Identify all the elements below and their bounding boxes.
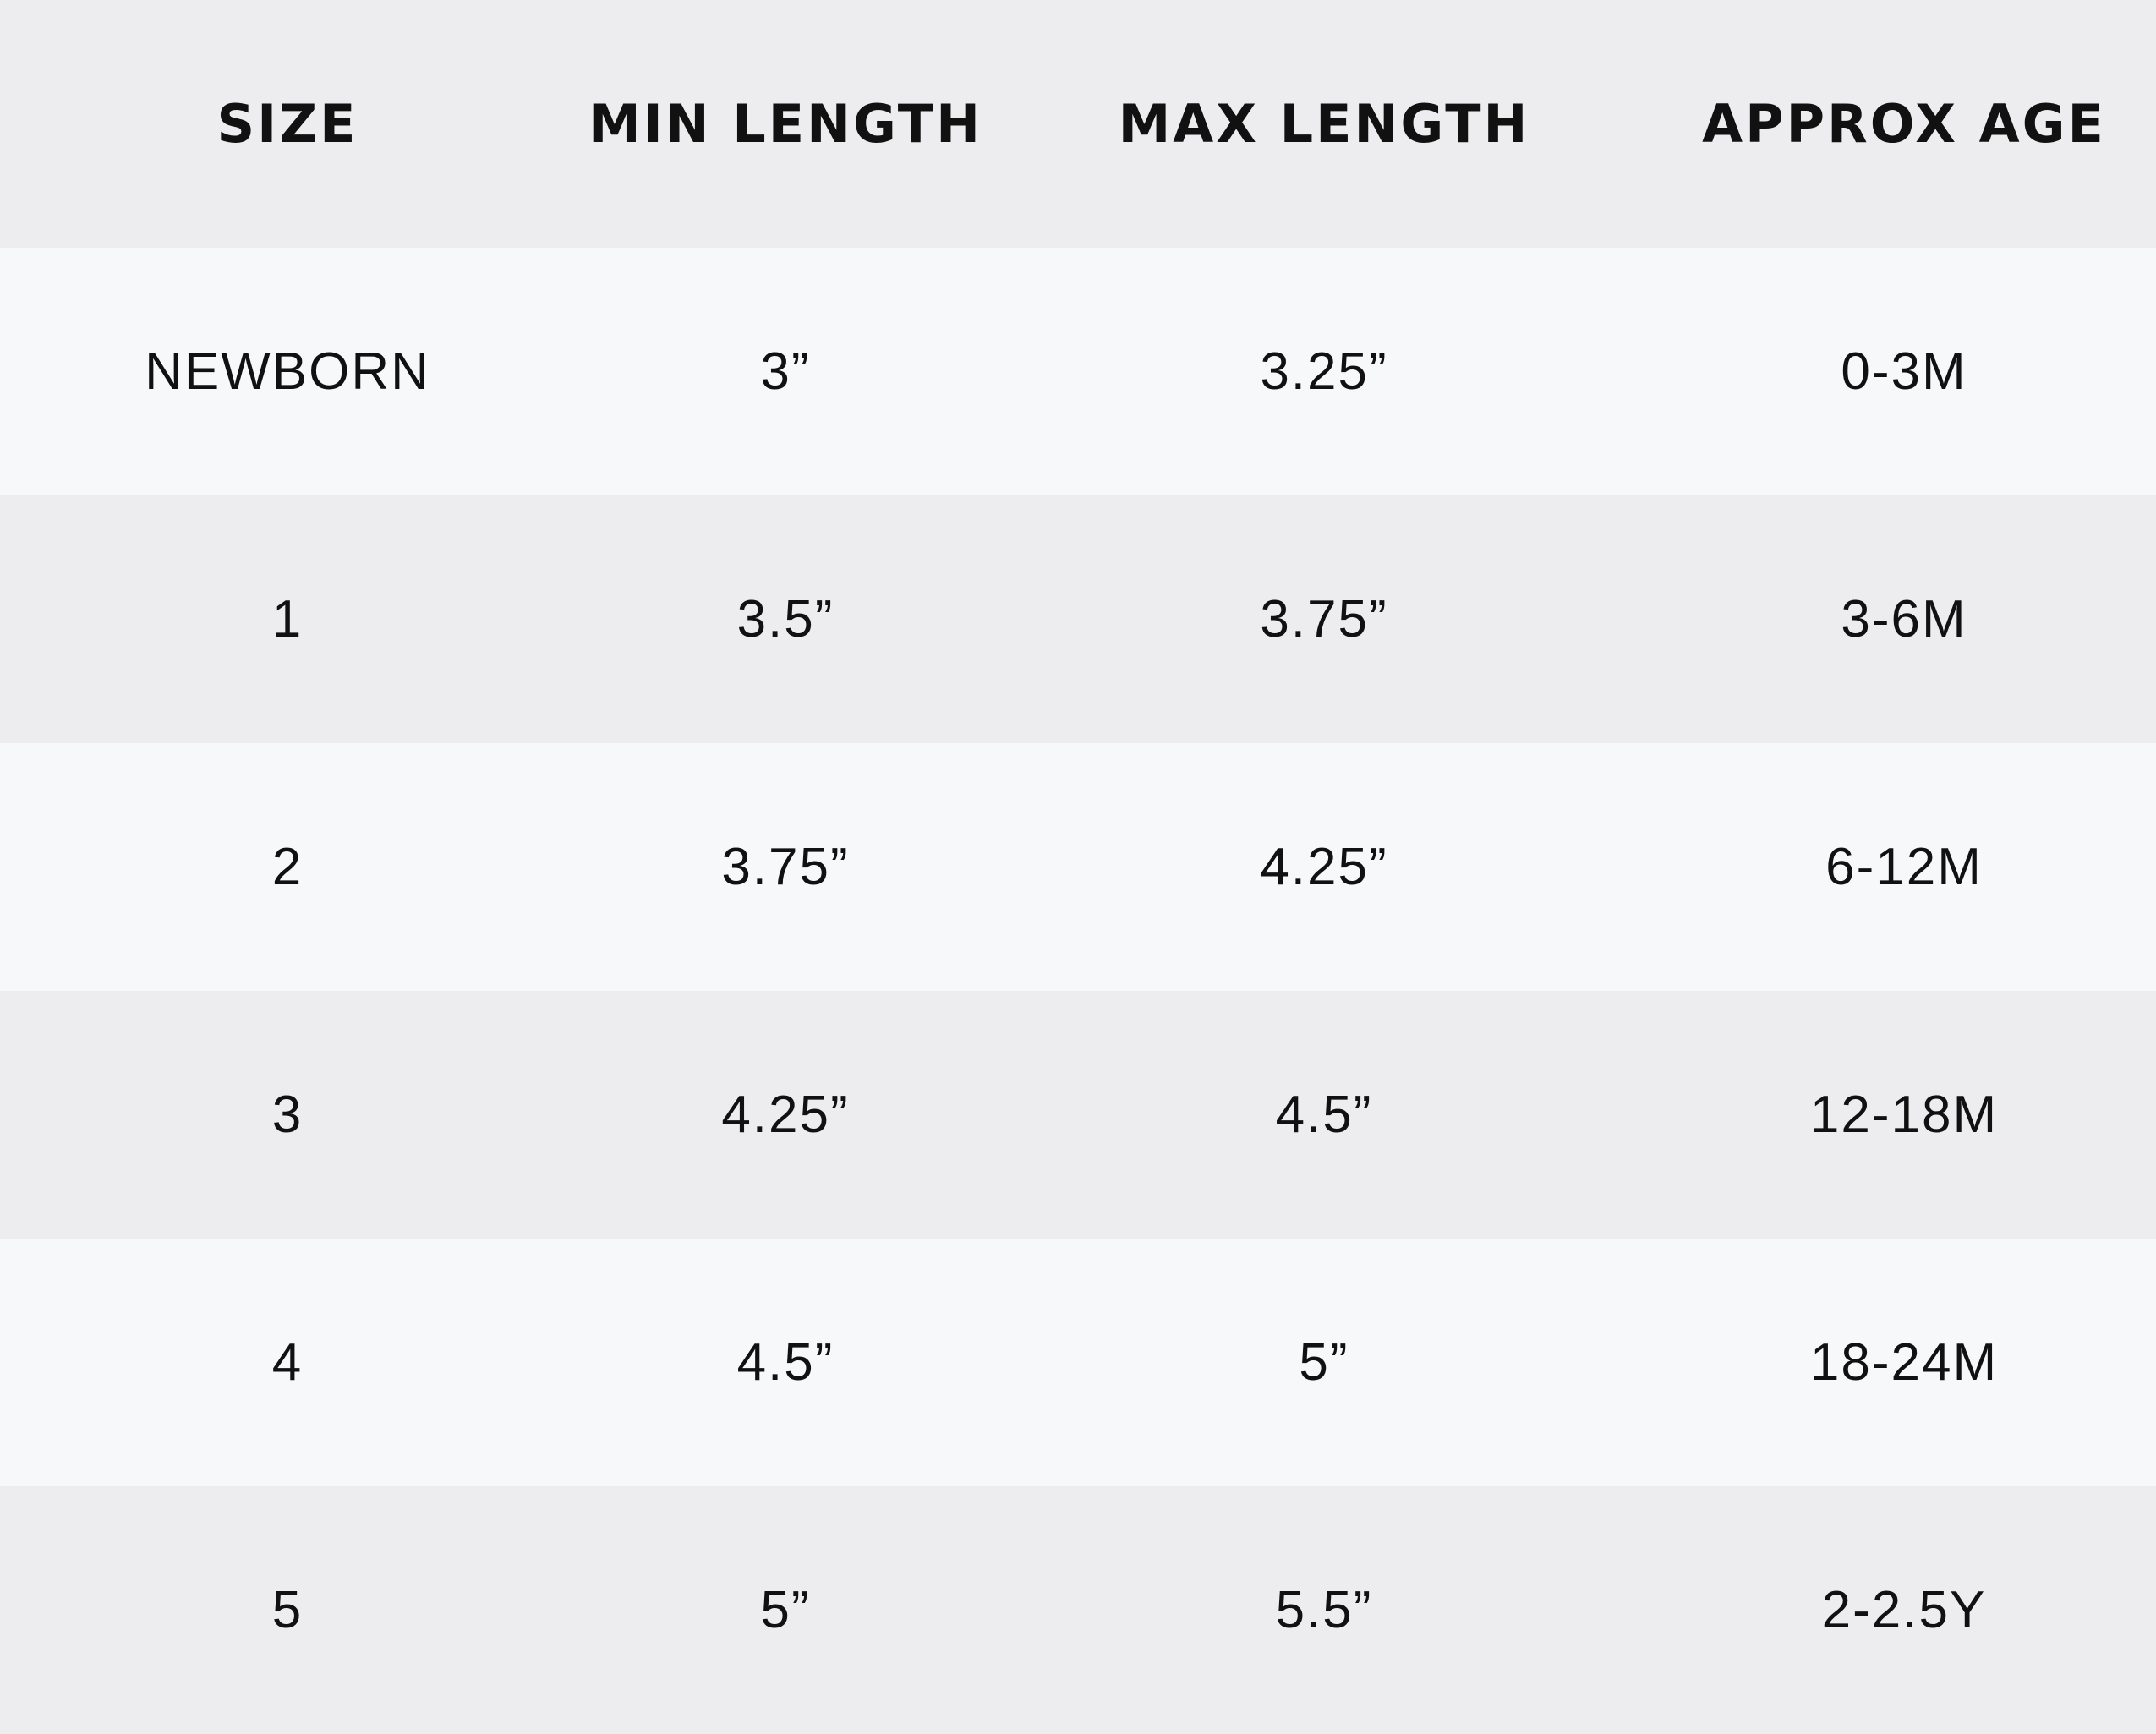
cell-size: 5	[271, 1581, 304, 1639]
cell-size: 2	[271, 838, 304, 896]
header-size: SIZE	[216, 93, 358, 155]
cell-approx-age: 18-24M	[1809, 1333, 1999, 1392]
table-row: 5 5” 5.5” 2-2.5Y	[0, 1486, 2156, 1734]
cell-size: 4	[271, 1333, 304, 1392]
header-row: SIZE MIN LENGTH MAX LENGTH APPROX AGE	[0, 0, 2156, 248]
cell-approx-age: 6-12M	[1825, 838, 1983, 896]
cell-min-length: 4.5”	[736, 1333, 834, 1392]
cell-size: 1	[271, 590, 304, 648]
cell-max-length: 3.75”	[1260, 590, 1388, 648]
cell-approx-age: 0-3M	[1841, 342, 1967, 401]
header-approx-age: APPROX AGE	[1702, 93, 2106, 155]
cell-min-length: 3.5”	[736, 590, 834, 648]
header-max-length: MAX LENGTH	[1118, 93, 1530, 155]
cell-max-length: 3.25”	[1260, 342, 1388, 401]
table-row: 3 4.25” 4.5” 12-18M	[0, 991, 2156, 1239]
table-row: 2 3.75” 4.25” 6-12M	[0, 743, 2156, 991]
cell-max-length: 5.5”	[1275, 1581, 1373, 1639]
cell-approx-age: 3-6M	[1841, 590, 1967, 648]
cell-max-length: 4.25”	[1260, 838, 1388, 896]
table-row: 1 3.5” 3.75” 3-6M	[0, 495, 2156, 743]
header-min-length: MIN LENGTH	[588, 93, 982, 155]
table-row: NEWBORN 3” 3.25” 0-3M	[0, 248, 2156, 495]
cell-approx-age: 2-2.5Y	[1821, 1581, 1987, 1639]
cell-size: NEWBORN	[145, 342, 430, 401]
cell-min-length: 5”	[760, 1581, 811, 1639]
table-row: 4 4.5” 5” 18-24M	[0, 1239, 2156, 1486]
cell-min-length: 3.75”	[721, 838, 850, 896]
cell-size: 3	[271, 1086, 304, 1144]
cell-approx-age: 12-18M	[1809, 1086, 1999, 1144]
cell-max-length: 5”	[1299, 1333, 1349, 1392]
cell-max-length: 4.5”	[1275, 1086, 1373, 1144]
cell-min-length: 3”	[760, 342, 811, 401]
cell-min-length: 4.25”	[721, 1086, 850, 1144]
